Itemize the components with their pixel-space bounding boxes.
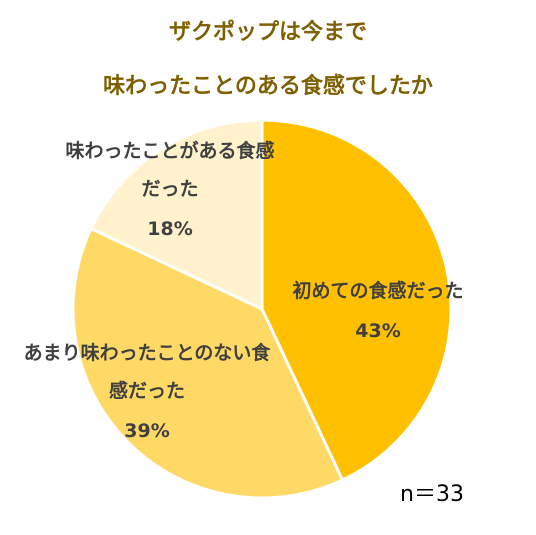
pie-slice [260, 118, 453, 483]
slice-label: 初めての食感だった [292, 280, 464, 302]
chart-title: 味わったことのある食感でしたか [103, 74, 433, 99]
annotation: n＝33 [400, 482, 464, 507]
value-label: 43% [355, 320, 401, 342]
slice-label: 味わったことがある食感だった [65, 140, 275, 200]
chart-title: ザクポップは今まで [168, 20, 367, 45]
pie-slice [71, 226, 345, 500]
value-label: 39% [124, 420, 170, 442]
value-label: 18% [147, 218, 193, 240]
pie-slice [88, 118, 264, 312]
slice-label: あまり味わったことのない食感だった [23, 342, 271, 402]
